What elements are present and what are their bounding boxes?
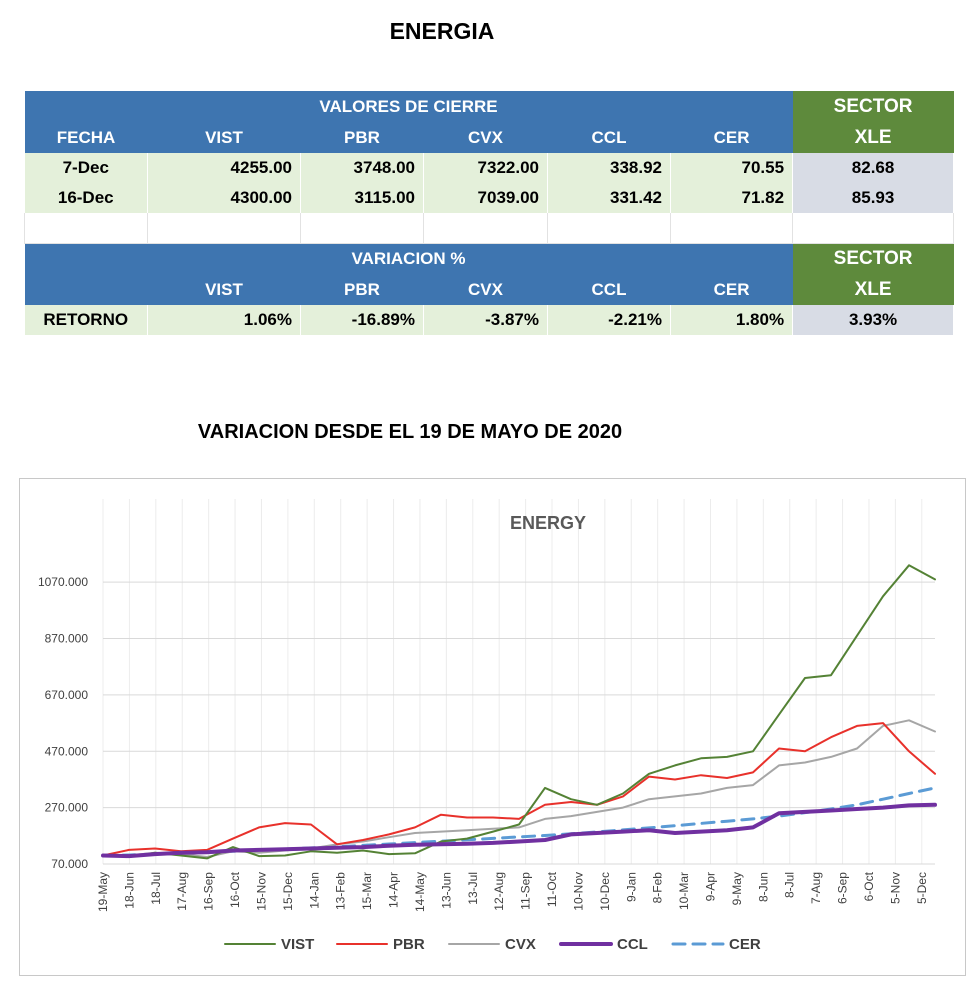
x-tick-label: 5-Nov <box>888 872 902 904</box>
x-tick-label: 5-Dec <box>915 872 929 904</box>
legend-label-vist: VIST <box>281 936 314 953</box>
y-tick-label: 70.000 <box>51 857 88 871</box>
y-tick-label: 670.000 <box>45 688 89 702</box>
legend-label-cer: CER <box>729 936 761 953</box>
x-tick-label: 10-Mar <box>677 872 691 910</box>
var-header-ccl: CCL <box>547 275 671 305</box>
cell-sector: 82.68 <box>792 153 955 183</box>
cell-cvx: 7039.00 <box>423 183 548 213</box>
col-header-cer: CER <box>670 123 793 153</box>
cell-pbr: 3748.00 <box>300 153 424 183</box>
closing-values-table: VALORES DE CIERRE SECTOR FECHA VIST PBR … <box>24 91 955 335</box>
x-tick-label: 13-Feb <box>334 872 348 910</box>
cell-cvx: 7322.00 <box>423 153 548 183</box>
table-row: RETORNO 1.06% -16.89% -3.87% -2.21% 1.80… <box>24 305 955 335</box>
x-tick-label: 14-Jan <box>307 872 321 909</box>
cell-ccl: 331.42 <box>547 183 671 213</box>
cell-ccl: 338.92 <box>547 153 671 183</box>
table-row: 7-Dec 4255.00 3748.00 7322.00 338.92 70.… <box>24 153 955 183</box>
table-spacer-row <box>24 213 955 244</box>
x-tick-label: 7-Aug <box>809 872 823 904</box>
cell-vist: 4255.00 <box>147 153 301 183</box>
cell-sector: 85.93 <box>792 183 955 213</box>
x-tick-label: 12-Aug <box>492 872 506 911</box>
x-tick-label: 18-Jul <box>149 872 163 905</box>
y-tick-label: 270.000 <box>45 801 89 815</box>
x-tick-label: 16-Sep <box>202 872 216 911</box>
x-tick-label: 10-Nov <box>571 872 585 911</box>
sector-header: SECTOR <box>792 91 954 123</box>
var-header-vist: VIST <box>147 275 301 305</box>
var-header-cvx: CVX <box>423 275 548 305</box>
return-sector: 3.93% <box>792 305 955 335</box>
x-tick-label: 19-May <box>96 872 110 912</box>
x-tick-label: 8-Feb <box>651 872 665 904</box>
sector-header-2: SECTOR <box>792 243 954 275</box>
x-tick-label: 15-Nov <box>254 872 268 911</box>
col-header-empty <box>24 275 148 305</box>
x-tick-label: 14-May <box>413 872 427 912</box>
cell-cer: 70.55 <box>670 153 794 183</box>
x-tick-label: 6-Oct <box>862 871 876 901</box>
y-tick-label: 1070.000 <box>38 575 88 589</box>
sector-ticker-2: XLE <box>792 275 954 305</box>
chart-heading: VARIACION DESDE EL 19 DE MAYO DE 2020 <box>197 421 623 443</box>
x-tick-label: 16-Oct <box>228 871 242 908</box>
series-line-ccl <box>101 802 937 859</box>
y-tick-label: 470.000 <box>45 744 89 758</box>
row-date: 7-Dec <box>24 153 148 183</box>
x-tick-label: 11-Sep <box>519 872 533 910</box>
table-row: 16-Dec 4300.00 3115.00 7039.00 331.42 71… <box>24 183 955 213</box>
return-cer: 1.80% <box>670 305 794 335</box>
col-header-ccl: CCL <box>547 123 671 153</box>
y-tick-label: 870.000 <box>45 632 89 646</box>
x-tick-label: 18-Jun <box>122 872 136 909</box>
series-line-cvx <box>102 719 936 858</box>
x-tick-label: 9-May <box>730 872 744 905</box>
var-header-pbr: PBR <box>300 275 424 305</box>
variation-header: VARIACION % <box>24 243 793 275</box>
x-tick-label: 8-Jun <box>756 872 770 902</box>
x-tick-label: 13-Jul <box>466 872 480 905</box>
legend-label-pbr: PBR <box>393 936 425 953</box>
cell-pbr: 3115.00 <box>300 183 424 213</box>
x-tick-label: 14-Apr <box>387 872 401 908</box>
series-line-vist <box>102 564 936 860</box>
return-pbr: -16.89% <box>300 305 424 335</box>
x-tick-label: 9-Jan <box>624 872 638 902</box>
row-label-retorno: RETORNO <box>24 305 148 335</box>
x-tick-label: 8-Jul <box>783 872 797 898</box>
x-tick-label: 15-Mar <box>360 872 374 910</box>
col-header-pbr: PBR <box>300 123 424 153</box>
cell-cer: 71.82 <box>670 183 794 213</box>
return-cvx: -3.87% <box>423 305 548 335</box>
chart-title: ENERGY <box>510 513 586 533</box>
energy-line-chart: 70.000 270.000 470.000 670.000 870.000 1070.0… <box>38 499 937 953</box>
x-tick-label: 17-Aug <box>175 872 189 911</box>
x-tick-label: 6-Sep <box>836 872 850 904</box>
cell-vist: 4300.00 <box>147 183 301 213</box>
return-vist: 1.06% <box>147 305 301 335</box>
legend-label-ccl: CCL <box>617 936 648 953</box>
x-tick-label: 10-Dec <box>598 872 612 911</box>
col-header-fecha: FECHA <box>24 123 148 153</box>
series-line-pbr <box>102 722 936 857</box>
return-ccl: -2.21% <box>547 305 671 335</box>
var-header-cer: CER <box>670 275 793 305</box>
row-date: 16-Dec <box>24 183 148 213</box>
x-tick-label: 9-Apr <box>703 872 717 901</box>
sector-ticker: XLE <box>792 123 954 153</box>
x-tick-label: 11-Oct <box>545 871 559 907</box>
x-tick-label: 15-Dec <box>281 872 295 911</box>
closing-values-header: VALORES DE CIERRE <box>24 91 793 123</box>
col-header-cvx: CVX <box>423 123 548 153</box>
legend-label-cvx: CVX <box>505 936 536 953</box>
chart-area: 70.000 270.000 470.000 670.000 870.000 1070.0… <box>19 478 966 976</box>
col-header-vist: VIST <box>147 123 301 153</box>
page-title: ENERGIA <box>389 18 495 44</box>
x-tick-label: 13-Jun <box>439 872 453 909</box>
series-line-cer <box>101 786 937 857</box>
